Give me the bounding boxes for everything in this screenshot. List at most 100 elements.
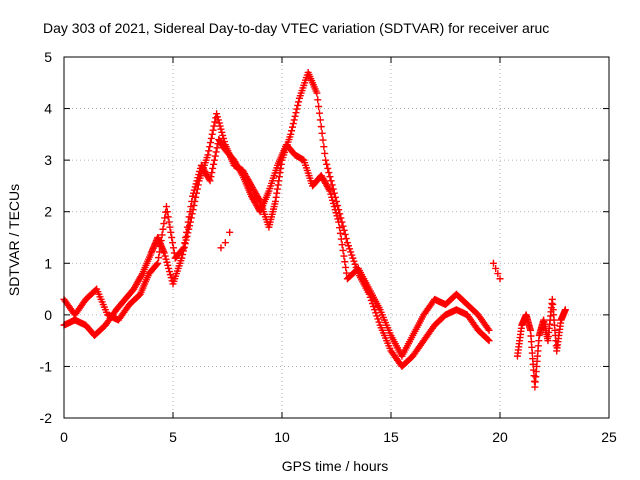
data-point	[336, 229, 344, 237]
data-point	[330, 189, 338, 197]
data-point	[315, 109, 323, 117]
data-point	[179, 245, 187, 253]
data-point	[492, 264, 500, 272]
plot-frame	[63, 56, 610, 419]
data-point	[208, 169, 216, 177]
data-point	[212, 148, 220, 156]
data-point	[188, 197, 196, 205]
data-point	[347, 248, 355, 256]
data-point	[165, 218, 173, 226]
data-point	[338, 241, 346, 249]
x-tick-label: 0	[60, 429, 68, 445]
data-point	[339, 246, 347, 254]
data-point	[217, 244, 225, 252]
data-point	[183, 223, 191, 231]
data-point	[293, 105, 301, 113]
data-point	[211, 152, 219, 160]
data-point	[350, 257, 358, 265]
data-point	[162, 203, 170, 211]
data-point	[185, 213, 193, 221]
x-axis-label: GPS time / hours	[282, 458, 389, 474]
data-point	[374, 315, 382, 323]
data-point	[208, 130, 216, 138]
data-point	[289, 120, 297, 128]
data-point	[328, 193, 336, 201]
data-point	[189, 192, 197, 200]
data-point	[138, 271, 146, 279]
data-point	[190, 186, 198, 194]
data-point	[336, 224, 344, 232]
data-point	[238, 170, 246, 178]
data-point	[209, 126, 217, 134]
data-point	[343, 269, 351, 277]
data-point	[155, 254, 163, 262]
data-point	[154, 259, 162, 267]
data-point	[221, 239, 229, 247]
data-point	[164, 261, 172, 269]
grid	[64, 57, 609, 418]
data-point	[320, 143, 328, 151]
data-point	[187, 203, 195, 211]
data-point	[561, 306, 569, 314]
data-point	[326, 187, 334, 195]
data-point	[209, 164, 217, 172]
data-point	[207, 173, 215, 181]
data-point	[325, 186, 333, 194]
data-point	[178, 254, 186, 262]
data-point	[337, 214, 345, 222]
data-point	[370, 303, 378, 311]
data-point	[321, 149, 329, 157]
data-point	[166, 223, 174, 231]
data-point	[335, 218, 343, 226]
data-point	[343, 239, 351, 247]
data-point	[494, 270, 502, 278]
y-tick-label: 2	[44, 204, 52, 220]
data-point	[163, 258, 171, 266]
data-point	[180, 244, 188, 252]
data-point	[161, 214, 169, 222]
data-point	[153, 260, 161, 268]
data-point	[160, 249, 168, 257]
y-tick-label: -1	[40, 358, 53, 374]
data-point	[167, 274, 175, 282]
data-point	[291, 112, 299, 120]
data-point	[155, 248, 163, 256]
y-tick-label: 0	[44, 307, 52, 323]
data-point	[341, 230, 349, 238]
data-point	[333, 212, 341, 220]
data-point	[181, 239, 189, 247]
data-point	[193, 177, 201, 185]
data-point	[186, 208, 194, 216]
data-point	[326, 173, 334, 181]
data-point	[189, 189, 197, 197]
x-tick-label: 25	[601, 429, 617, 445]
data-point	[226, 228, 234, 236]
data-points	[60, 68, 569, 391]
data-point	[484, 325, 492, 333]
chart-title: Day 303 of 2021, Sidereal Day-to-day VTE…	[43, 20, 549, 36]
data-point	[324, 164, 332, 172]
data-point	[164, 213, 172, 221]
data-point	[349, 254, 357, 262]
data-point	[195, 171, 203, 179]
data-point	[484, 336, 492, 344]
data-point	[341, 258, 349, 266]
data-point	[156, 242, 164, 250]
data-point	[190, 202, 198, 210]
data-point	[219, 131, 227, 139]
data-point	[316, 116, 324, 124]
x-tick-label: 20	[492, 429, 508, 445]
data-point	[314, 96, 322, 104]
data-point	[290, 116, 298, 124]
data-point	[331, 206, 339, 214]
data-point	[160, 220, 168, 228]
data-point	[210, 160, 218, 168]
x-tick-label: 10	[274, 429, 290, 445]
data-point	[319, 136, 327, 144]
data-point	[288, 127, 296, 135]
data-point	[327, 190, 335, 198]
data-point	[330, 203, 338, 211]
data-point	[346, 245, 354, 253]
data-point	[158, 231, 166, 239]
